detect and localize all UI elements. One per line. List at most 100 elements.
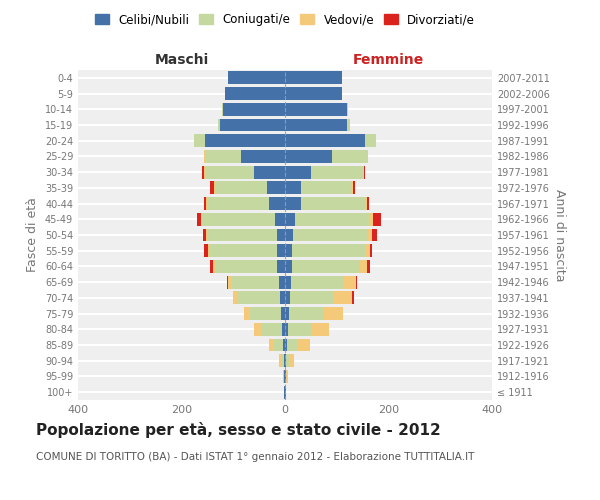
Bar — [274, 338, 283, 351]
Bar — [218, 118, 220, 132]
Bar — [352, 182, 353, 194]
Bar — [285, 276, 291, 288]
Bar — [214, 182, 215, 194]
Bar — [285, 370, 286, 383]
Bar — [205, 134, 285, 147]
Bar — [281, 307, 285, 320]
Bar — [279, 354, 281, 367]
Bar — [202, 213, 275, 226]
Bar — [267, 182, 285, 194]
Bar — [365, 244, 370, 257]
Bar — [279, 276, 285, 288]
Bar — [238, 292, 280, 304]
Bar — [203, 228, 206, 241]
Bar — [285, 150, 332, 163]
Bar — [208, 197, 269, 210]
Bar — [343, 276, 356, 288]
Bar — [285, 134, 365, 147]
Bar — [285, 307, 289, 320]
Bar — [287, 323, 311, 336]
Bar — [301, 197, 365, 210]
Bar — [287, 338, 297, 351]
Bar — [365, 197, 367, 210]
Bar — [289, 354, 294, 367]
Bar — [281, 354, 284, 367]
Bar — [275, 213, 285, 226]
Bar — [372, 228, 377, 241]
Bar — [311, 166, 362, 178]
Bar — [210, 244, 277, 257]
Bar — [241, 150, 285, 163]
Bar — [332, 150, 368, 163]
Bar — [206, 197, 208, 210]
Bar — [285, 323, 287, 336]
Bar — [262, 323, 283, 336]
Bar — [286, 354, 289, 367]
Bar — [292, 244, 365, 257]
Bar — [285, 197, 301, 210]
Bar — [228, 276, 232, 288]
Bar — [204, 244, 208, 257]
Bar — [223, 103, 285, 116]
Bar — [347, 118, 350, 132]
Bar — [204, 197, 206, 210]
Bar — [370, 213, 373, 226]
Bar — [200, 213, 202, 226]
Bar — [292, 260, 359, 273]
Bar — [362, 166, 364, 178]
Bar — [289, 307, 323, 320]
Text: Femmine: Femmine — [353, 53, 424, 67]
Bar — [285, 338, 287, 351]
Bar — [295, 213, 370, 226]
Text: Popolazione per età, sesso e stato civile - 2012: Popolazione per età, sesso e stato civil… — [36, 422, 441, 438]
Bar — [283, 323, 285, 336]
Bar — [206, 228, 208, 241]
Bar — [277, 244, 285, 257]
Bar — [285, 354, 286, 367]
Bar — [220, 118, 285, 132]
Bar — [208, 228, 277, 241]
Bar — [284, 354, 285, 367]
Bar — [367, 197, 370, 210]
Bar — [347, 103, 348, 116]
Bar — [283, 338, 285, 351]
Bar — [370, 244, 373, 257]
Bar — [254, 166, 285, 178]
Bar — [277, 260, 285, 273]
Bar — [356, 276, 358, 288]
Bar — [194, 134, 205, 147]
Bar — [269, 338, 274, 351]
Bar — [277, 228, 285, 241]
Bar — [254, 323, 262, 336]
Bar — [285, 103, 347, 116]
Bar — [291, 276, 343, 288]
Bar — [364, 166, 365, 178]
Text: Maschi: Maschi — [154, 53, 209, 67]
Bar — [368, 228, 372, 241]
Bar — [323, 307, 343, 320]
Legend: Celibi/Nubili, Coniugati/e, Vedovi/e, Divorziati/e: Celibi/Nubili, Coniugati/e, Vedovi/e, Di… — [90, 8, 480, 31]
Bar — [285, 292, 290, 304]
Bar — [226, 87, 285, 100]
Bar — [250, 307, 281, 320]
Bar — [285, 260, 292, 273]
Bar — [293, 228, 368, 241]
Bar — [285, 213, 295, 226]
Bar — [285, 182, 301, 194]
Bar — [227, 276, 228, 288]
Bar — [205, 166, 254, 178]
Bar — [373, 213, 381, 226]
Bar — [232, 276, 279, 288]
Bar — [285, 87, 342, 100]
Bar — [208, 244, 210, 257]
Bar — [290, 292, 334, 304]
Bar — [286, 370, 287, 383]
Bar — [222, 103, 223, 116]
Bar — [280, 292, 285, 304]
Bar — [204, 166, 205, 178]
Bar — [285, 72, 342, 85]
Bar — [202, 166, 204, 178]
Bar — [334, 292, 352, 304]
Bar — [285, 244, 292, 257]
Bar — [285, 228, 293, 241]
